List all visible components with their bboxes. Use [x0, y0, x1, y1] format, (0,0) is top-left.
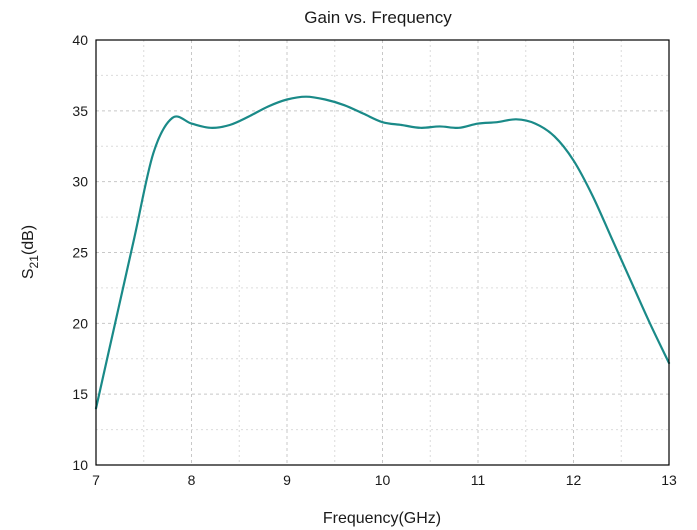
x-tick-label: 8 — [188, 472, 196, 488]
y-tick-label: 25 — [72, 245, 88, 261]
y-tick-label: 10 — [72, 457, 88, 473]
series-line-s21 — [94, 95, 671, 410]
plot-frame — [95, 39, 670, 466]
y-tick-label: 20 — [72, 315, 88, 331]
y-axis-label-unit: (dB) — [20, 225, 37, 255]
y-tick-label: 35 — [72, 103, 88, 119]
chart-title: Gain vs. Frequency — [304, 8, 452, 27]
grid — [96, 40, 669, 465]
y-axis-label-main: S — [20, 268, 37, 279]
tick-labels: 7 8 9 10 11 12 13 10 15 20 25 30 35 40 — [72, 32, 677, 488]
x-tick-label: 12 — [566, 472, 582, 488]
y-tick-label: 30 — [72, 174, 88, 190]
y-axis-label-subscript: 21 — [27, 255, 41, 269]
y-tick-label: 40 — [72, 32, 88, 48]
x-axis-label: Frequency(GHz) — [323, 510, 441, 527]
y-axis-label: S21(dB) — [20, 225, 41, 279]
x-tick-label: 11 — [471, 472, 486, 488]
x-tick-label: 13 — [661, 472, 677, 488]
x-tick-label: 7 — [92, 472, 100, 488]
x-tick-label: 9 — [283, 472, 291, 488]
x-tick-label: 10 — [375, 472, 391, 488]
series-layer — [94, 95, 671, 410]
y-tick-label: 15 — [72, 386, 88, 402]
